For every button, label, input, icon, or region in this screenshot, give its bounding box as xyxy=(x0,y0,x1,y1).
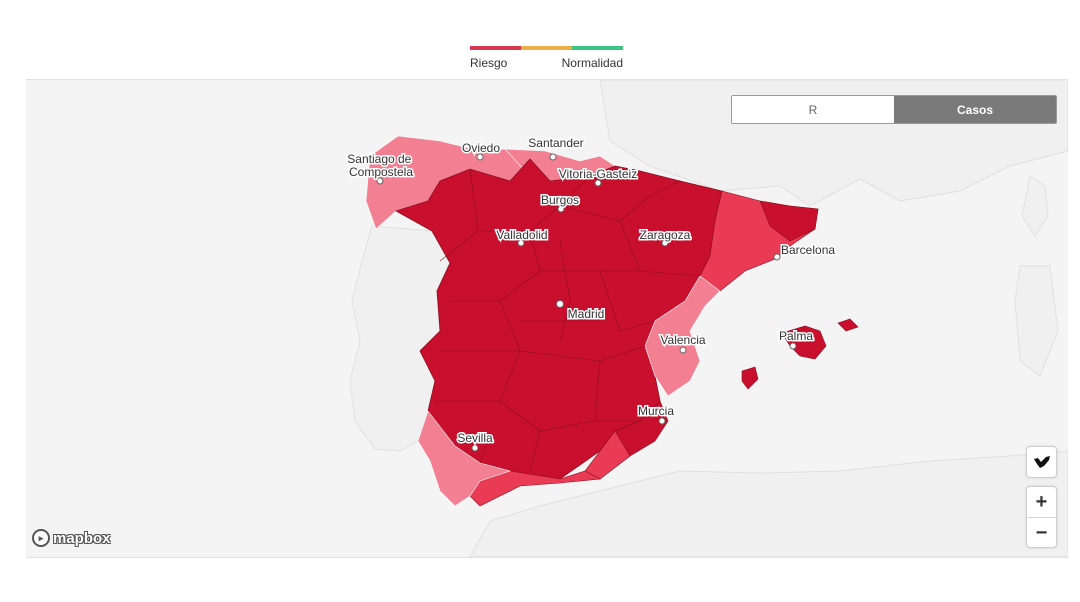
city-murcia: Murcia xyxy=(636,403,676,425)
city-barcelona: Barcelona xyxy=(773,242,837,261)
canary-islands-button[interactable] xyxy=(1026,446,1057,478)
legend-label-normal: Normalidad xyxy=(561,56,623,70)
city-vitoria: Vitoria-Gasteiz xyxy=(557,166,639,187)
city-labels: Santiago de Compostela Oviedo Santander … xyxy=(346,135,837,452)
city-valencia: Valencia xyxy=(659,332,707,354)
mapbox-logo[interactable]: ▸ mapbox xyxy=(32,527,111,549)
legend-label-risk: Riesgo xyxy=(470,56,508,70)
city-label-murcia: Murcia xyxy=(638,404,674,418)
city-madrid: Madrid xyxy=(556,300,606,323)
zoom-out-button[interactable]: − xyxy=(1027,517,1056,548)
region-girona xyxy=(759,200,819,242)
toggle-option-casos[interactable]: Casos xyxy=(894,96,1056,123)
city-label-valencia: Valencia xyxy=(660,333,705,347)
city-sevilla: Sevilla xyxy=(456,430,494,452)
city-label-sevilla: Sevilla xyxy=(457,431,493,445)
region-huelva xyxy=(417,410,512,507)
svg-text:Santiago de Composte: Santiago de Compostela xyxy=(347,152,414,179)
region-menorca xyxy=(837,318,859,332)
region-ibiza xyxy=(741,366,759,390)
zoom-controls: + − xyxy=(1026,486,1057,548)
city-label-oviedo: Oviedo xyxy=(462,141,500,155)
legend-swatch-normal xyxy=(572,46,623,50)
map-canvas[interactable]: Santiago de Compostela Oviedo Santander … xyxy=(26,79,1068,558)
city-zaragoza: Zaragoza xyxy=(638,227,692,247)
map-svg[interactable]: Santiago de Compostela Oviedo Santander … xyxy=(26,80,1068,557)
zoom-in-button[interactable]: + xyxy=(1035,490,1048,513)
spain-regions xyxy=(365,135,859,507)
city-valladolid: Valladolid xyxy=(495,227,549,247)
mapbox-logo-text: mapbox xyxy=(53,529,111,547)
city-label-santiago-1: Santiago de xyxy=(347,152,411,166)
city-label-barcelona: Barcelona xyxy=(781,243,835,257)
canary-islands-icon[interactable] xyxy=(1027,447,1056,477)
toggle-option-r[interactable]: R xyxy=(732,96,894,123)
region-valencia xyxy=(644,275,721,397)
city-label-vitoria: Vitoria-Gasteiz xyxy=(559,167,637,181)
city-oviedo: Oviedo xyxy=(460,140,502,161)
city-palma: Palma xyxy=(777,328,815,350)
city-label-valladolid: Valladolid xyxy=(496,228,547,242)
legend-swatch-mid xyxy=(521,46,572,50)
legend-swatch-risk xyxy=(470,46,521,50)
city-label-palma: Palma xyxy=(779,329,813,343)
city-label-santiago-2: Compostela xyxy=(349,165,413,179)
city-label-zaragoza: Zaragoza xyxy=(640,228,691,242)
city-label-santander: Santander xyxy=(528,136,583,150)
city-label-burgos: Burgos xyxy=(541,193,579,207)
city-burgos: Burgos xyxy=(539,192,581,213)
risk-legend: Riesgo Normalidad xyxy=(470,46,623,72)
city-label-madrid: Madrid xyxy=(568,307,605,321)
city-santander: Santander xyxy=(527,135,585,161)
legend-color-bar xyxy=(470,46,623,50)
city-santiago: Santiago de Compostela xyxy=(346,151,415,185)
mapbox-mark-icon: ▸ xyxy=(32,529,50,547)
metric-toggle[interactable]: R Casos xyxy=(731,95,1057,124)
